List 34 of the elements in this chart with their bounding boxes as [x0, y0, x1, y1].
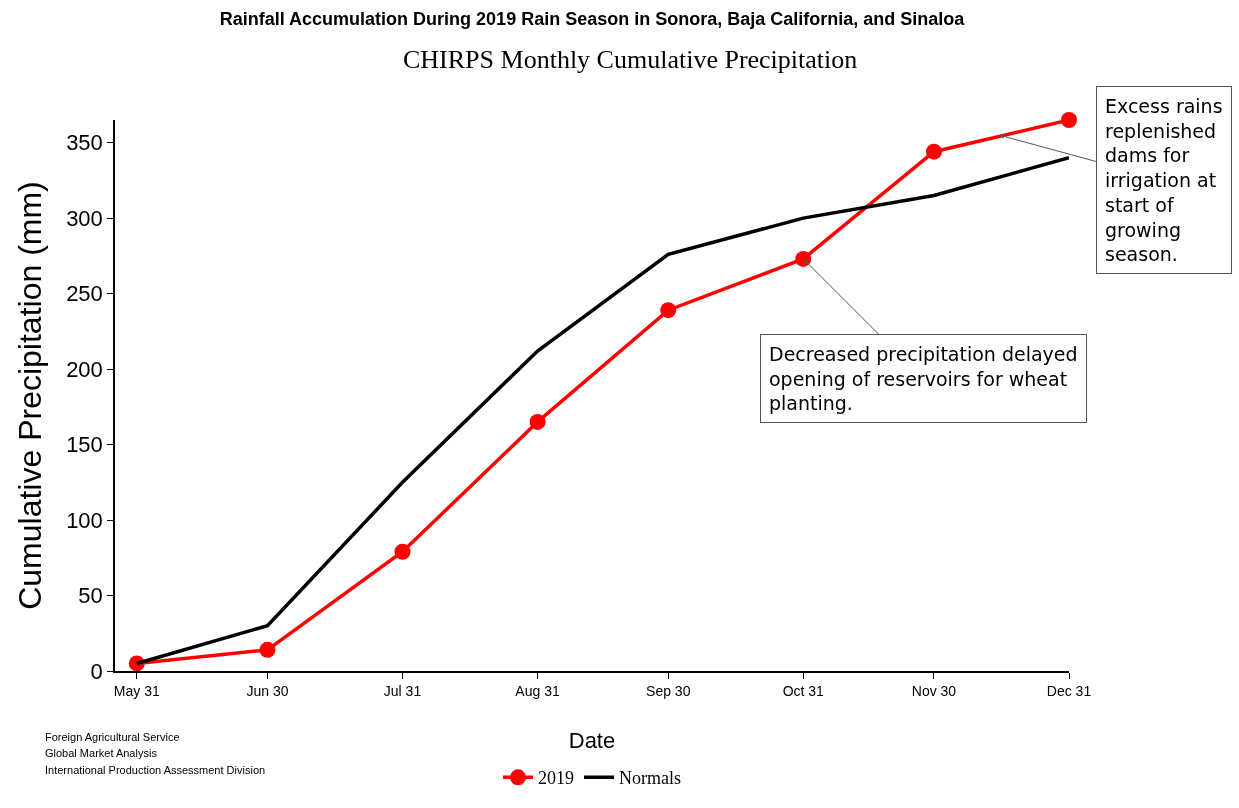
text: Foreign Agricultural Service — [45, 731, 180, 743]
x-tick-label: Jul 31 — [383, 682, 422, 699]
y-tick-label: 150 — [66, 432, 103, 458]
y-tick-label: 100 — [66, 507, 103, 533]
x-tick-label: Jun 30 — [246, 682, 289, 699]
point — [660, 302, 677, 319]
x-tick-label: May 31 — [113, 682, 160, 699]
point — [394, 543, 411, 560]
legend-label: Normals — [619, 768, 681, 789]
y-tick-label: 250 — [66, 281, 103, 307]
point — [529, 413, 546, 430]
point — [1061, 112, 1077, 128]
text: International Production Assessment Division — [45, 764, 266, 776]
y-tick-label: 300 — [66, 205, 103, 231]
x-tick-label: Dec 31 — [1046, 682, 1092, 699]
text: Global Market Analysis — [45, 747, 158, 759]
x-tick-label: Nov 30 — [911, 682, 957, 699]
y-axis-title: Cumulative Precipitation (mm) — [11, 181, 48, 610]
x-tick-label: Sep 30 — [646, 682, 691, 699]
point — [259, 641, 276, 658]
annotation: Excess rains replenished dams for irrigation at start of growing season. — [1105, 95, 1223, 266]
chart-subtitle: CHIRPS Monthly Cumulative Precipitation — [403, 45, 858, 74]
y-tick-label: 350 — [66, 130, 103, 156]
legend-label: 2019 — [538, 768, 574, 789]
x-tick-label: Aug 31 — [515, 682, 560, 699]
point — [795, 250, 812, 267]
chart-title: Rainfall Accumulation During 2019 Rain Season in Sonora, Baja California, and Sinaloa — [219, 8, 966, 29]
x-axis-title: Date — [568, 727, 616, 753]
y-tick-label: 50 — [78, 583, 103, 609]
y-tick-label: 0 — [90, 658, 103, 684]
y-tick-label: 200 — [66, 356, 103, 382]
point — [925, 143, 942, 160]
x-tick-label: Oct 31 — [782, 682, 825, 699]
annotation: Decreased precipitation delayed opening of reservoirs for wheat planting. — [769, 343, 1078, 415]
